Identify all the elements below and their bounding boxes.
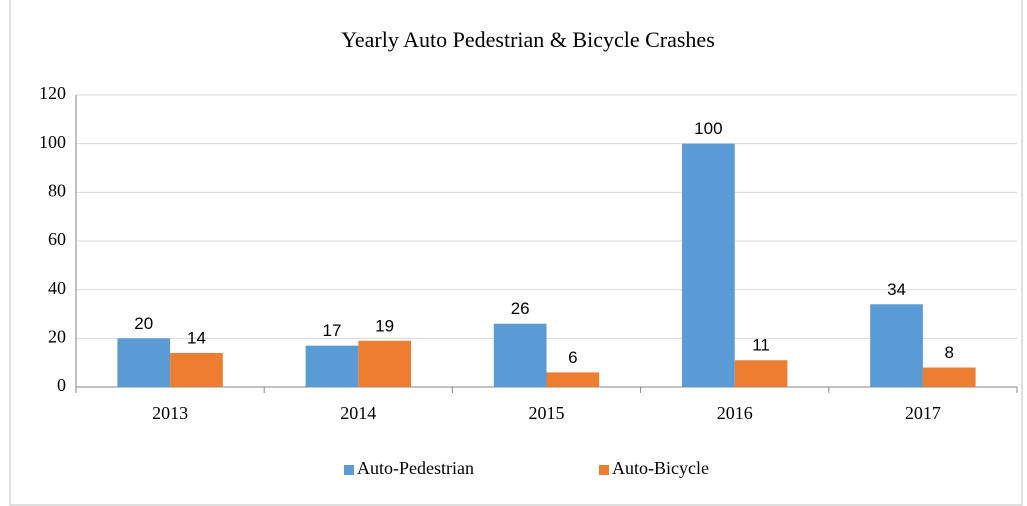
data-label: 11 bbox=[752, 336, 770, 355]
data-label: 6 bbox=[568, 348, 577, 367]
data-label: 19 bbox=[375, 316, 394, 335]
y-tick-label: 80 bbox=[48, 180, 66, 200]
data-label: 14 bbox=[187, 328, 206, 347]
legend-swatch bbox=[344, 465, 354, 475]
x-tick-label: 2017 bbox=[905, 403, 941, 423]
x-tick-label: 2015 bbox=[529, 403, 565, 423]
bar bbox=[682, 143, 735, 387]
legend-swatch bbox=[599, 465, 609, 475]
data-label: 26 bbox=[511, 299, 530, 318]
data-label: 17 bbox=[322, 321, 341, 340]
data-label: 100 bbox=[694, 119, 722, 138]
bar bbox=[117, 338, 171, 387]
chart-title: Yearly Auto Pedestrian & Bicycle Crashes bbox=[341, 27, 715, 52]
bar bbox=[546, 372, 600, 387]
y-tick-label: 40 bbox=[48, 278, 66, 298]
bar bbox=[358, 340, 411, 387]
legend-label: Auto-Bicycle bbox=[612, 458, 709, 478]
y-tick-label: 100 bbox=[39, 132, 66, 152]
y-tick-label: 60 bbox=[48, 229, 66, 249]
y-tick-label: 120 bbox=[39, 83, 66, 103]
chart-frame bbox=[9, 0, 1023, 506]
data-label: 34 bbox=[887, 280, 906, 299]
bar bbox=[305, 345, 359, 387]
data-label: 8 bbox=[945, 343, 954, 362]
y-tick-label: 0 bbox=[57, 375, 66, 395]
bar bbox=[870, 304, 923, 387]
x-tick-label: 2014 bbox=[340, 403, 376, 423]
x-tick-label: 2016 bbox=[717, 403, 753, 423]
bar bbox=[493, 323, 547, 387]
legend-label: Auto-Pedestrian bbox=[357, 458, 474, 478]
bar bbox=[734, 360, 788, 387]
y-tick-label: 20 bbox=[48, 326, 66, 346]
x-tick-label: 2013 bbox=[152, 403, 188, 423]
bar bbox=[170, 352, 223, 387]
bar bbox=[922, 367, 976, 387]
data-label: 20 bbox=[134, 314, 153, 333]
